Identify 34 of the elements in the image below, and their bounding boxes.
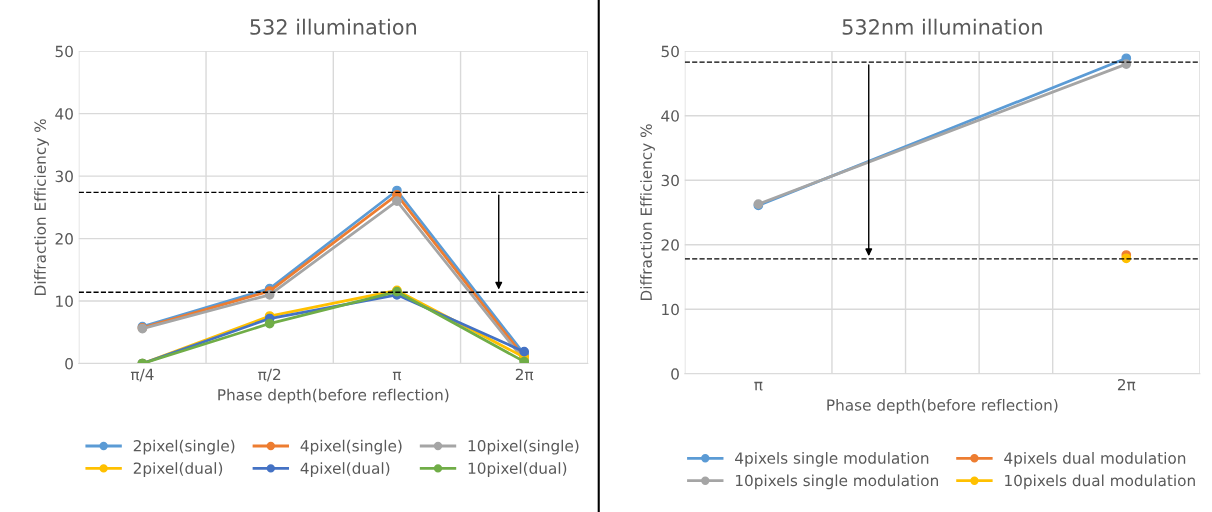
y-tick-label: 50 — [661, 45, 679, 58]
chart-title: 532 illumination — [250, 18, 416, 35]
y-tick-label: 10 — [56, 295, 73, 308]
x-tick-label: π — [754, 381, 763, 391]
chart-title: 532nm illumination — [842, 18, 1042, 35]
y-tick-label: 10 — [662, 303, 679, 316]
legend-label: 10pixels dual modulation — [1005, 474, 1195, 490]
x-axis-title: Phase depth(before reflection) — [218, 388, 449, 404]
y-tick-label: 30 — [55, 170, 73, 183]
legend-label: 4pixels dual modulation — [1004, 452, 1186, 467]
y-axis-title: Diffraction Efficiency % — [34, 119, 49, 295]
x-tick-label: π — [392, 371, 402, 381]
legend-label: 4pixel(dual) — [300, 462, 390, 477]
x-tick-label: π/4 — [130, 368, 154, 382]
y-tick-label: 50 — [55, 45, 73, 58]
x-axis-title: Phase depth(before reflection) — [827, 398, 1058, 414]
legend-label: 10pixel(dual) — [468, 462, 567, 477]
x-tick-label: π/2 — [258, 368, 281, 382]
legend-label: 10pixel(single) — [468, 439, 579, 455]
x-tick-label: 2π — [515, 368, 534, 381]
x-tick-label: 2π — [1117, 378, 1136, 391]
y-tick-label: 0 — [65, 357, 73, 370]
y-tick-label: 0 — [671, 368, 679, 380]
legend-label: 10pixels single modulation — [735, 474, 938, 490]
y-tick-label: 40 — [661, 110, 679, 122]
legend-label: 4pixels single modulation — [735, 452, 929, 467]
y-tick-label: 20 — [661, 239, 679, 251]
legend-label: 2pixel(single) — [133, 439, 235, 455]
y-tick-label: 30 — [661, 174, 679, 187]
legend-label: 4pixel(single) — [300, 439, 402, 455]
y-axis-title: Diffraction Efficiency % — [640, 124, 655, 301]
legend-label: 2pixel(dual) — [133, 462, 223, 477]
y-tick-label: 40 — [55, 108, 73, 120]
y-tick-label: 20 — [55, 233, 73, 245]
